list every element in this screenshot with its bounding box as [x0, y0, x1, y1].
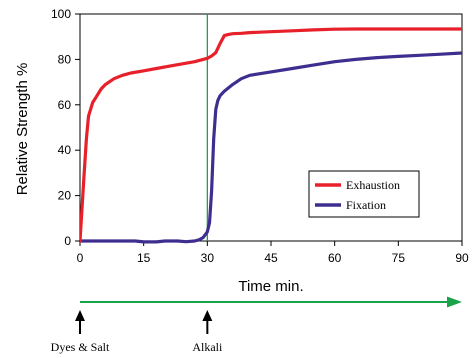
time-arrow: [80, 296, 462, 308]
x-tick-label: 75: [392, 251, 406, 265]
x-tick-label: 15: [137, 251, 151, 265]
x-axis-title: Time min.: [238, 278, 303, 295]
axes: 0 20 40 60 80 100 0 15 30 45 60 75 90: [51, 7, 469, 265]
event-arrow-head: [202, 310, 213, 321]
event-markers: Dyes & Salt Alkali: [51, 310, 223, 354]
x-tick-label: 90: [455, 251, 469, 265]
x-tick-label: 45: [264, 251, 278, 265]
series-line-fixation: [80, 51, 462, 244]
y-tick-label: 20: [58, 189, 72, 203]
y-axis-title: Relative Strength %: [14, 63, 31, 196]
series-line-exhaustion: [80, 27, 462, 243]
y-tick-label: 40: [58, 143, 72, 157]
event-arrow-head: [75, 310, 85, 321]
event-label: Alkali: [192, 340, 223, 354]
x-tick-label: 30: [201, 251, 215, 265]
y-tick-label: 0: [64, 234, 71, 248]
legend-box: [308, 170, 420, 218]
y-tick-label: 80: [58, 52, 72, 66]
legend-label-fixation: Fixation: [346, 198, 386, 212]
x-tick-label: 0: [77, 251, 84, 265]
time-arrow-head: [447, 296, 462, 308]
series-layer: [80, 14, 462, 244]
x-tick-label: 60: [328, 251, 342, 265]
legend-label-exhaustion: Exhaustion: [346, 178, 400, 192]
legend: Exhaustion Fixation: [308, 170, 420, 218]
y-tick-label: 100: [51, 7, 71, 21]
event-label: Dyes & Salt: [51, 340, 110, 354]
y-tick-label: 60: [58, 98, 72, 112]
